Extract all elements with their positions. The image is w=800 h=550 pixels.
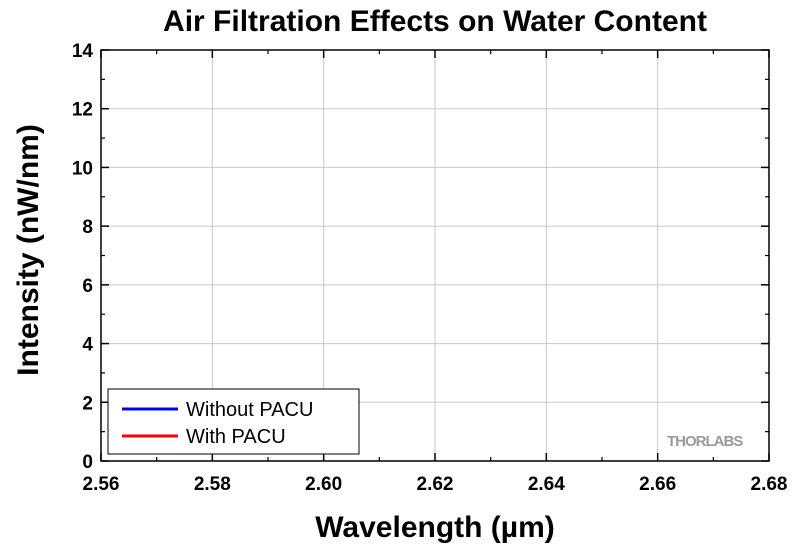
axis-ticks: 2.56 2.58 2.60 2.62 2.64 2.66 2.68 0 2 4 6 8 10 12 14	[72, 41, 788, 495]
y-tick-label: 2	[82, 393, 93, 414]
x-tick-label: 2.60	[305, 474, 342, 495]
x-tick-label: 2.68	[751, 474, 788, 495]
legend: Without PACU With PACU	[107, 388, 360, 455]
x-tick-label: 2.62	[417, 474, 454, 495]
y-tick-label: 6	[82, 276, 93, 297]
x-axis-title: Wavelength (µm)	[315, 511, 555, 544]
x-tick-label: 2.66	[639, 474, 676, 495]
y-tick-label: 10	[72, 158, 93, 179]
y-axis-title: Intensity (nW/nm)	[12, 124, 45, 376]
thorlabs-watermark: THORLABS	[667, 433, 743, 450]
y-tick-label: 0	[82, 452, 93, 473]
y-tick-label: 4	[82, 335, 93, 356]
y-tick-label: 14	[72, 41, 94, 62]
y-tick-label: 12	[72, 100, 93, 121]
chart-title: Air Filtration Effects on Water Content	[163, 5, 707, 38]
legend-label-without-pacu: Without PACU	[186, 399, 313, 421]
x-tick-label: 2.56	[83, 474, 120, 495]
legend-box	[107, 388, 360, 455]
y-tick-label: 8	[82, 217, 93, 238]
x-tick-label: 2.58	[194, 474, 231, 495]
x-tick-label: 2.64	[528, 474, 565, 495]
legend-label-with-pacu: With PACU	[186, 426, 286, 448]
